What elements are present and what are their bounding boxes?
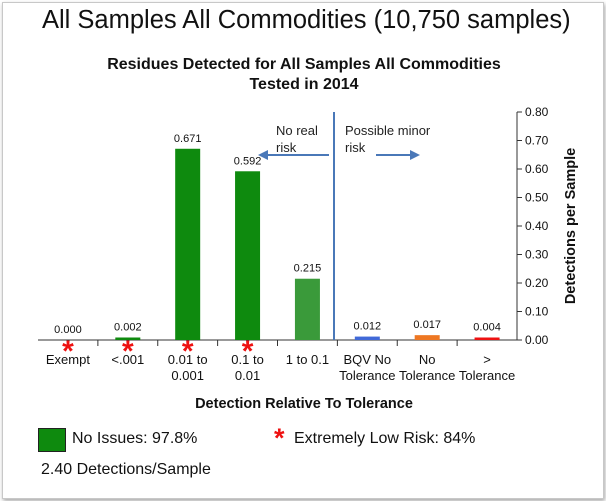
detections-per-sample-note: 2.40 Detections/Sample [41,461,211,478]
bar [235,171,261,340]
bar-value-label: 0.592 [234,155,262,167]
x-category-label: No [419,352,436,367]
star-icon: * [62,335,74,368]
no-real-risk-label: risk [276,140,297,155]
arrow-right-icon [410,150,420,160]
no-real-risk-label: No real [276,123,318,138]
x-category-label: Exempt [46,352,90,367]
x-category-label: BQV No [343,352,391,367]
bar-value-label: 0.017 [413,319,441,331]
star-icon: * [122,335,134,368]
star-icon: * [274,423,285,453]
y-tick-label: 0.30 [525,248,549,262]
possible-minor-risk-label: Possible minor [345,123,431,138]
legend: No Issues: 97.8% * Extremely Low Risk: 8… [38,423,598,453]
x-category-label: 0.001 [171,368,204,383]
chart-container: Residues Detected for All Samples All Co… [36,42,602,417]
x-axis-label: Detection Relative To Tolerance [195,396,413,412]
bar-value-label: 0.000 [54,324,82,336]
possible-minor-risk-label: risk [345,140,366,155]
x-category-label: 1 to 0.1 [286,352,329,367]
x-category-label: 0.01 [235,368,260,383]
bar [354,336,380,340]
bar [414,335,440,340]
page-title: All Samples All Commodities (10,750 samp… [42,6,571,34]
y-tick-label: 0.00 [525,333,549,347]
bar-value-label: 0.002 [114,322,142,334]
bar-value-label: 0.012 [354,321,382,333]
y-axis-label: Detections per Sample [563,148,579,304]
y-tick-label: 0.50 [525,191,549,205]
chart-title-line: Tested in 2014 [249,76,358,93]
bar-chart: Residues Detected for All Samples All Co… [38,56,579,412]
bar [115,337,141,340]
star-icon: * [242,335,254,368]
bar-value-label: 0.215 [294,263,322,275]
x-category-label: Tolerance [339,368,395,383]
x-category-label: 0.01 to [168,352,208,367]
legend-swatch-no-issues [38,428,66,452]
x-category-label: Tolerance [399,368,455,383]
star-icon: * [182,335,194,368]
x-category-label: > [483,352,491,367]
y-tick-label: 0.80 [525,105,549,119]
bar-value-label: 0.004 [473,322,501,334]
legend-label-no-issues: No Issues: 97.8% [72,430,198,447]
bar [294,278,320,340]
chart-title-line: Residues Detected for All Samples All Co… [107,56,501,73]
arrow-left-icon [258,150,268,160]
y-tick-label: 0.60 [525,162,549,176]
bar [175,148,201,340]
x-category-label: 0.1 to [231,352,264,367]
bar [474,337,500,340]
bar-value-label: 0.671 [174,133,202,145]
y-tick-label: 0.70 [525,134,549,148]
y-tick-label: 0.20 [525,276,549,290]
x-category-label: Tolerance [459,368,515,383]
x-category-label: <.001 [111,352,144,367]
y-tick-label: 0.40 [525,219,549,233]
legend-label-low-risk: Extremely Low Risk: 84% [294,430,476,447]
y-tick-label: 0.10 [525,305,549,319]
